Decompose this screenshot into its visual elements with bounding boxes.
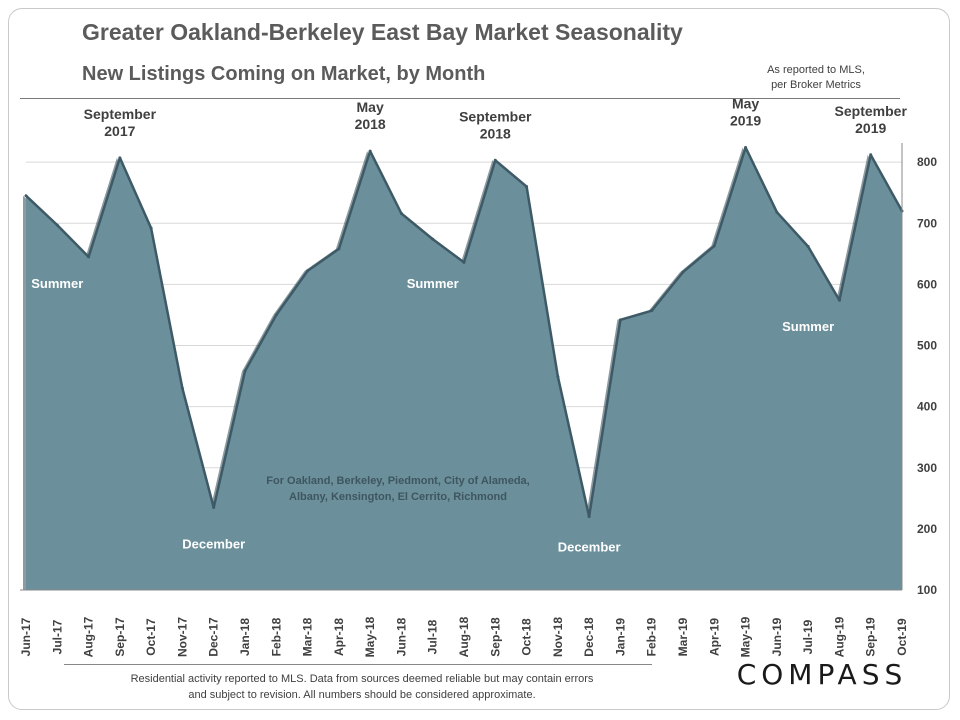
x-tick-label: Jul-18	[426, 619, 440, 654]
peak-annotation: September	[835, 103, 908, 119]
season-annotation: December	[182, 536, 245, 551]
x-tick-label: Oct-17	[144, 618, 158, 656]
y-tick-label: 700	[917, 216, 937, 230]
data-point	[87, 255, 91, 259]
x-tick-label: Jul-19	[801, 619, 815, 654]
source-note-line: per Broker Metrics	[771, 79, 861, 91]
x-tick-label: May-19	[739, 616, 753, 657]
data-point	[274, 313, 278, 317]
x-tick-label: Apr-19	[707, 618, 721, 656]
source-note-line: As reported to MLS,	[767, 64, 865, 76]
data-point	[368, 149, 372, 153]
x-tick-label: Oct-18	[520, 618, 534, 656]
peak-annotation: May	[732, 95, 759, 111]
data-point	[55, 223, 59, 227]
data-point	[556, 375, 560, 379]
y-tick-label: 200	[917, 522, 937, 536]
x-tick-label: Jun-19	[770, 617, 784, 656]
area-note: Albany, Kensington, El Cerrito, Richmond	[289, 491, 507, 503]
season-annotation: December	[558, 539, 621, 554]
x-tick-label: Aug-19	[832, 616, 846, 657]
data-point	[24, 194, 28, 198]
data-point	[118, 156, 122, 160]
peak-annotation: 2018	[355, 116, 386, 132]
data-point	[650, 309, 654, 313]
data-point	[180, 386, 184, 390]
x-tick-label: May-18	[363, 616, 377, 657]
data-point	[337, 247, 341, 251]
data-point	[618, 318, 622, 322]
x-tick-label: Aug-17	[82, 616, 96, 657]
x-tick-label: Nov-17	[175, 617, 189, 657]
disclaimer-line: Residential activity reported to MLS. Da…	[130, 673, 594, 685]
header-divider	[20, 98, 900, 99]
source-note: As reported to MLS, per Broker Metrics	[736, 63, 896, 93]
data-point	[306, 269, 310, 273]
peak-annotation: 2019	[730, 112, 761, 128]
disclaimer-line: and subject to revision. All numbers sho…	[188, 689, 536, 701]
chart-title: Greater Oakland-Berkeley East Bay Market…	[82, 19, 683, 45]
season-annotation: Summer	[31, 276, 83, 291]
peak-annotation: 2017	[104, 123, 135, 139]
x-tick-label: Sep-17	[113, 617, 127, 657]
data-point	[462, 260, 466, 264]
x-tick-label: Jul-17	[50, 619, 64, 654]
x-tick-label: Jan-18	[238, 618, 252, 656]
season-annotation: Summer	[407, 276, 459, 291]
y-tick-label: 300	[917, 461, 937, 475]
peak-annotation: May	[357, 99, 384, 115]
data-point	[431, 237, 435, 241]
x-tick-label: Jun-18	[394, 617, 408, 656]
x-tick-label: Dec-18	[582, 617, 596, 657]
peak-annotation: 2018	[480, 125, 511, 141]
data-point	[744, 145, 748, 149]
peak-annotation: 2019	[855, 120, 886, 136]
x-tick-label: Feb-18	[269, 617, 283, 656]
footer-divider	[64, 664, 652, 665]
data-point	[681, 270, 685, 274]
data-point	[806, 244, 810, 248]
data-point	[837, 298, 841, 302]
data-point	[212, 505, 216, 509]
season-annotation: Summer	[782, 319, 834, 334]
data-point	[587, 515, 591, 519]
x-tick-label: Aug-18	[457, 616, 471, 657]
data-point	[149, 226, 153, 230]
data-point	[493, 158, 497, 162]
area-note: For Oakland, Berkeley, Piedmont, City of…	[266, 475, 529, 487]
y-tick-label: 800	[917, 155, 937, 169]
peak-annotation: September	[84, 106, 157, 122]
data-point	[399, 211, 403, 215]
y-tick-label: 400	[917, 400, 937, 414]
data-point	[243, 369, 247, 373]
data-point	[712, 244, 716, 248]
disclaimer: Residential activity reported to MLS. Da…	[64, 671, 660, 703]
peak-annotation: September	[459, 108, 532, 124]
data-point	[869, 153, 873, 157]
data-point	[775, 210, 779, 214]
x-tick-label: Feb-19	[645, 617, 659, 656]
x-tick-label: Mar-18	[301, 617, 315, 656]
x-tick-label: Sep-18	[488, 617, 502, 657]
data-point	[525, 185, 529, 189]
x-tick-label: Nov-18	[551, 617, 565, 657]
x-tick-label: Jan-19	[613, 618, 627, 656]
x-tick-label: Mar-19	[676, 617, 690, 656]
series-area	[26, 147, 902, 590]
x-tick-label: Dec-17	[207, 617, 221, 657]
y-tick-label: 500	[917, 339, 937, 353]
x-tick-label: Oct-19	[895, 618, 909, 656]
y-tick-label: 600	[917, 277, 937, 291]
compass-logo: COMPASS	[736, 658, 908, 691]
chart-subtitle: New Listings Coming on Market, by Month	[82, 63, 486, 85]
x-tick-label: Apr-18	[332, 618, 346, 656]
x-tick-label: Jun-17	[19, 617, 33, 656]
y-tick-label: 100	[917, 583, 937, 597]
x-tick-label: Sep-19	[864, 617, 878, 657]
